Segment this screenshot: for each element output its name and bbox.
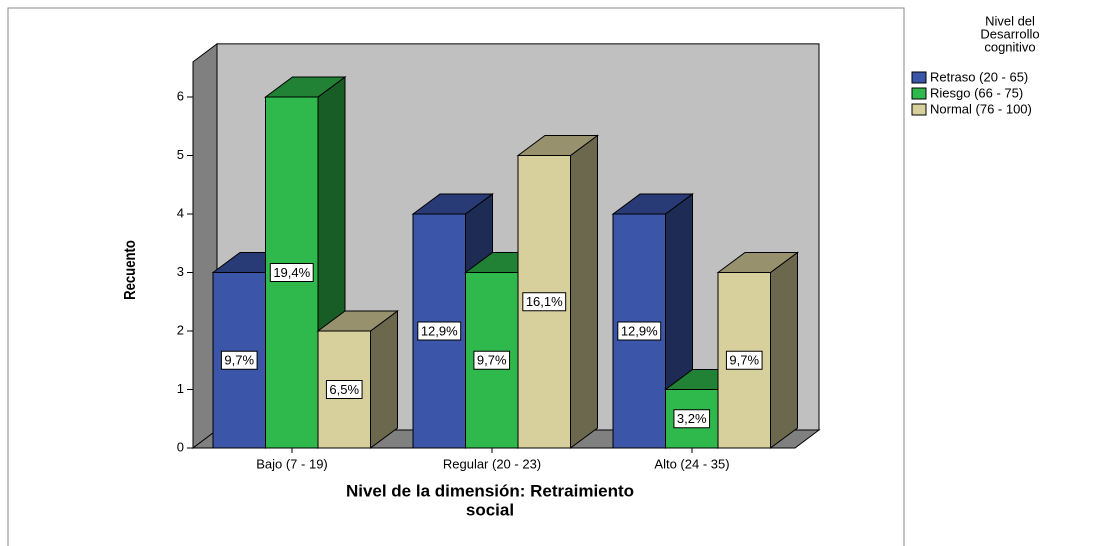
- value-label-box: [269, 263, 314, 282]
- y-tick-label: 2: [177, 322, 184, 337]
- legend-title: cognitivo: [984, 39, 1035, 54]
- value-label: 3,2%: [677, 411, 707, 426]
- y-tick-label: 5: [177, 147, 184, 162]
- value-label: 19,4%: [273, 265, 310, 280]
- legend-title: Nivel del: [985, 13, 1035, 28]
- value-label-box: [522, 292, 567, 312]
- value-label: 9,7%: [477, 353, 507, 368]
- x-axis-label: Nivel de la dimensión: Retraimiento: [346, 481, 634, 500]
- value-label-box: [617, 321, 662, 341]
- value-label-box: [725, 350, 763, 370]
- y-axis-label: Recuento: [122, 240, 139, 300]
- legend-swatch: [911, 87, 927, 100]
- value-label: 12,9%: [621, 323, 658, 338]
- bar-side: [370, 310, 398, 449]
- y-tick-label: 4: [177, 205, 184, 220]
- x-tick-label: Bajo (7 - 19): [256, 456, 328, 471]
- value-label: 12,9%: [421, 323, 458, 338]
- legend-label: Normal (76 - 100): [930, 101, 1032, 116]
- value-label: 6,5%: [329, 382, 359, 397]
- value-label-box: [473, 350, 511, 370]
- y-tick-label: 0: [177, 439, 184, 454]
- value-label-box: [673, 409, 711, 429]
- legend-label: Riesgo (66 - 75): [930, 85, 1023, 100]
- x-tick-label: Alto (24 - 35): [654, 456, 729, 471]
- bar-side: [570, 134, 598, 449]
- value-label-box: [417, 321, 462, 341]
- bar-side: [770, 251, 798, 449]
- x-axis-label: social: [466, 500, 514, 519]
- y-tick-label: 6: [177, 88, 184, 103]
- value-label-box: [220, 350, 258, 370]
- legend-swatch: [911, 103, 927, 116]
- legend-title: Desarrollo: [980, 26, 1039, 41]
- value-label-box: [325, 380, 363, 399]
- legend-label: Retraso (20 - 65): [930, 69, 1028, 84]
- value-label: 9,7%: [224, 353, 254, 368]
- legend-swatch: [911, 71, 927, 84]
- x-tick-label: Regular (20 - 23): [443, 456, 541, 471]
- y-tick-label: 1: [177, 381, 184, 396]
- value-label: 9,7%: [729, 353, 759, 368]
- y-tick-label: 3: [177, 264, 184, 279]
- value-label: 16,1%: [526, 294, 563, 309]
